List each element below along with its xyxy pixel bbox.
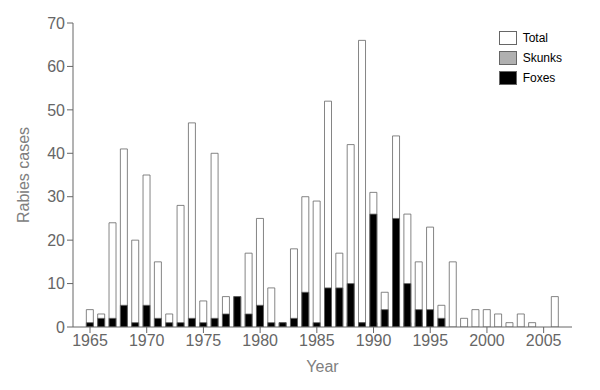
svg-text:60: 60 (47, 58, 65, 75)
html-text:Skunks: Skunks (522, 51, 562, 65)
svg-text:1965: 1965 (72, 332, 108, 349)
svg-text:Rabies cases: Rabies cases (15, 127, 32, 223)
svg-text:2000: 2000 (469, 332, 505, 349)
svg-text:1990: 1990 (356, 332, 392, 349)
html-text:Total: Total (522, 31, 548, 45)
html-text:Foxes: Foxes (522, 71, 556, 85)
svg-text:1985: 1985 (299, 332, 335, 349)
svg-text:1980: 1980 (242, 332, 278, 349)
svg-text:30: 30 (47, 188, 65, 205)
svg-text:Year: Year (306, 358, 339, 375)
svg-text:40: 40 (47, 145, 65, 162)
svg-text:0: 0 (56, 319, 65, 336)
svg-text:1975: 1975 (186, 332, 222, 349)
svg-text:50: 50 (47, 102, 65, 119)
svg-text:1995: 1995 (412, 332, 448, 349)
svg-text:20: 20 (47, 232, 65, 249)
svg-text:10: 10 (47, 275, 65, 292)
svg-text:2005: 2005 (526, 332, 562, 349)
svg-text:1970: 1970 (129, 332, 165, 349)
svg-text:70: 70 (47, 15, 65, 32)
